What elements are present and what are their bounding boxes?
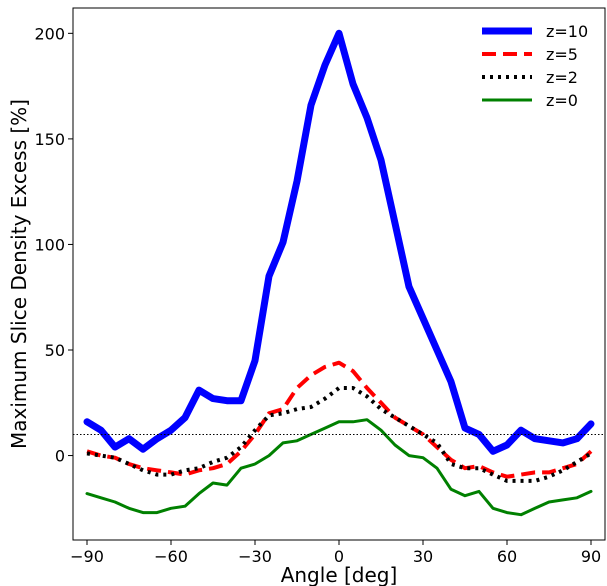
- x-tick-label: −90: [70, 547, 104, 566]
- legend-label: z=10: [546, 22, 588, 41]
- x-tick-label: 0: [334, 547, 344, 566]
- y-tick-label: 200: [34, 24, 65, 43]
- x-tick-label: −30: [238, 547, 272, 566]
- legend-label: z=2: [546, 68, 578, 87]
- x-tick-label: 60: [497, 547, 517, 566]
- series-line-z-10: [83, 29, 595, 455]
- y-ticks: 0 50 100 150 200: [34, 24, 73, 466]
- series-line-z-0: [85, 418, 593, 517]
- series-line-z-2: [86, 386, 593, 483]
- y-tick-label: 150: [34, 130, 65, 149]
- x-ticks: −90 −60 −30 0 30 60 90: [70, 540, 601, 566]
- series-line-z-5: [86, 360, 593, 479]
- x-axis-label: Angle [deg]: [281, 563, 398, 586]
- x-tick-label: 90: [581, 547, 601, 566]
- series-layer: [83, 29, 595, 517]
- y-tick-label: 100: [34, 235, 65, 254]
- y-axis-label: Maximum Slice Density Excess [%]: [7, 99, 31, 449]
- legend-label: z=0: [546, 91, 578, 110]
- plot-frame: [72, 7, 606, 541]
- y-tick-label: 50: [45, 341, 65, 360]
- x-tick-label: 30: [413, 547, 433, 566]
- legend: z=10 z=5 z=2 z=0: [482, 22, 588, 110]
- x-tick-label: −60: [154, 547, 188, 566]
- legend-label: z=5: [546, 45, 578, 64]
- y-tick-label: 0: [55, 447, 65, 466]
